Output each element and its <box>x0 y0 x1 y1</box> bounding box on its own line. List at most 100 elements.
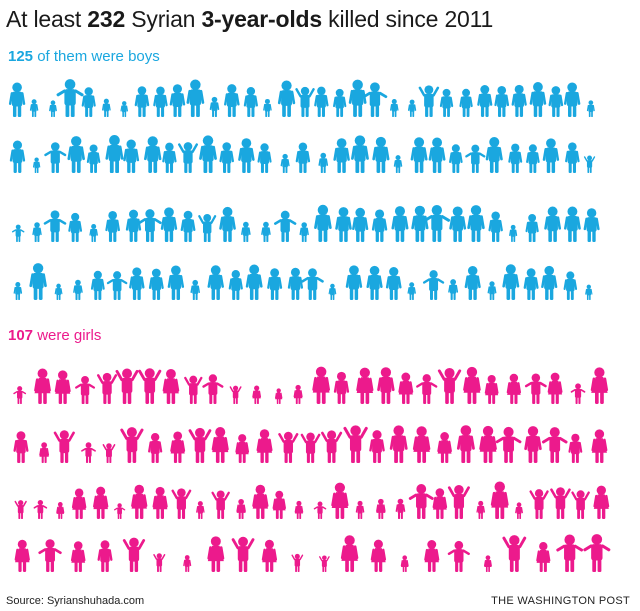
girl-figure <box>593 485 610 519</box>
boy-figure <box>366 265 383 300</box>
girl-figure <box>356 367 374 404</box>
boy-figure <box>148 268 164 300</box>
boy-figure <box>407 282 416 300</box>
girl-figure <box>377 367 395 404</box>
boy-figure <box>56 79 84 117</box>
boy-figure <box>508 143 523 173</box>
boy-figure <box>428 137 446 173</box>
boy-figure <box>488 211 503 242</box>
boy-figure <box>180 210 196 242</box>
boy-figure <box>464 266 481 300</box>
headline-prefix: At least <box>6 6 88 32</box>
boy-figure <box>144 136 162 173</box>
girl-figure <box>152 486 168 519</box>
boy-figure <box>511 84 527 117</box>
boy-figure <box>134 86 150 117</box>
boy-figure <box>267 268 283 300</box>
boy-figure <box>564 206 581 242</box>
boy-figure <box>263 98 272 117</box>
boy-figure <box>105 135 124 173</box>
boy-figure <box>318 152 329 173</box>
chart-title: At least 232 Syrian 3-year-olds killed s… <box>6 6 493 33</box>
boy-figure <box>274 210 297 242</box>
girl-figure <box>432 488 448 519</box>
boy-figure <box>467 205 485 242</box>
girl-figure <box>370 539 387 572</box>
girl-figure <box>343 425 368 463</box>
headline-age: 3-year-olds <box>201 6 322 32</box>
boy-figure <box>245 264 263 300</box>
girl-figure <box>524 373 547 404</box>
boy-figure <box>565 142 580 173</box>
girl-figure <box>256 429 273 463</box>
girl-figure <box>274 388 283 404</box>
headline-suffix: killed since 2011 <box>321 6 494 32</box>
girl-figure <box>483 555 492 572</box>
girl-figure <box>122 537 146 572</box>
boy-figure <box>391 206 409 242</box>
boy-figure <box>314 86 329 117</box>
boy-figure <box>186 79 205 117</box>
boy-figure <box>68 212 83 242</box>
boy-figure <box>585 284 593 300</box>
boy-figure <box>178 142 198 173</box>
girl-figure <box>312 366 330 404</box>
boy-figure <box>224 84 240 117</box>
girl-figure <box>33 499 48 519</box>
boy-figure <box>162 142 177 173</box>
girl-figure <box>313 501 327 519</box>
girl-figure <box>355 500 365 519</box>
girl-figure <box>97 372 118 404</box>
boy-figure <box>207 265 224 300</box>
boy-figure <box>563 271 578 300</box>
boy-figure <box>333 88 347 117</box>
boy-figure <box>209 96 220 117</box>
girl-figure <box>447 485 470 519</box>
girl-figure <box>188 427 212 463</box>
girl-figure <box>13 386 27 404</box>
boy-figure <box>385 267 402 300</box>
girl-figure <box>502 535 527 572</box>
boy-figure <box>86 144 101 173</box>
boy-figure <box>295 86 315 117</box>
boy-figure <box>160 207 178 242</box>
girl-figure <box>424 540 440 572</box>
boy-figure <box>138 209 162 242</box>
girl-figure <box>484 374 499 404</box>
girl-figure <box>291 553 304 572</box>
girl-figure <box>14 539 30 572</box>
boys-label-text: of them were boys <box>33 48 160 65</box>
girl-figure <box>294 500 304 519</box>
girl-figure <box>547 372 563 404</box>
girl-figure <box>319 555 330 572</box>
boy-figure <box>167 265 185 300</box>
girl-figure <box>333 371 350 404</box>
girl-figure <box>278 431 299 463</box>
boy-figure <box>32 157 41 173</box>
girl-figure <box>13 431 29 463</box>
boy-figure <box>449 206 467 242</box>
girl-figure <box>171 488 192 519</box>
girl-figure <box>207 536 225 572</box>
boy-figure <box>362 82 388 117</box>
boy-figure <box>67 136 85 173</box>
girl-figure <box>490 481 509 519</box>
girl-figure <box>34 368 51 404</box>
girl-figure <box>70 541 86 572</box>
boy-figure <box>418 85 440 117</box>
girl-figure <box>479 425 497 463</box>
boy-figure <box>105 211 120 242</box>
boy-figure <box>198 213 217 242</box>
girl-figure <box>170 431 186 463</box>
girl-figure <box>400 555 409 572</box>
girl-figure <box>437 367 462 404</box>
girl-figure <box>506 373 522 404</box>
boy-figure <box>199 135 217 173</box>
boy-figure <box>277 80 296 117</box>
girl-figure <box>252 385 262 404</box>
girl-figure <box>102 443 116 463</box>
boys-pictogram <box>8 79 600 300</box>
boy-figure <box>335 207 352 242</box>
boy-figure <box>523 268 539 300</box>
girl-figure <box>300 432 321 463</box>
